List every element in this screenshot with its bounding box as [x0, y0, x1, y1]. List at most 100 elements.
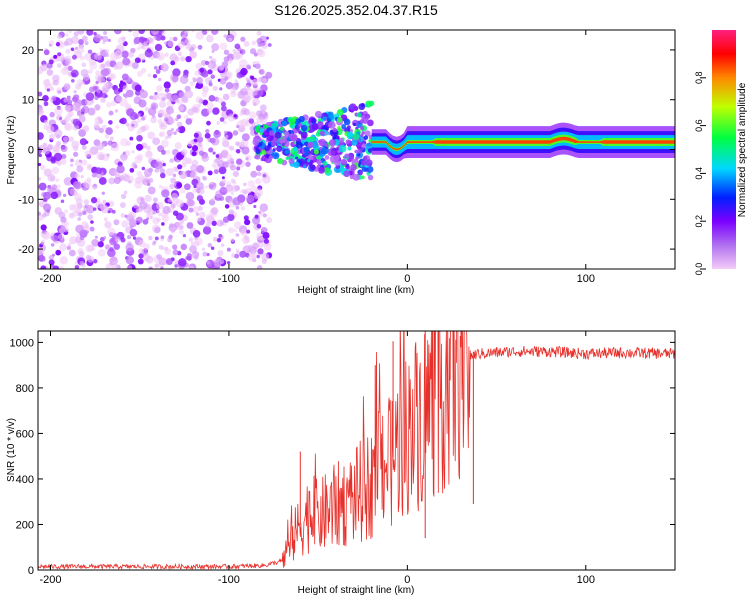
spectrogram-noise-blob — [133, 203, 139, 209]
spectrogram-scatter-blob — [296, 127, 300, 132]
snr-ytick-label: 800 — [16, 383, 34, 395]
spectrogram-noise-blob — [158, 263, 164, 269]
spectrogram-noise-blob — [165, 258, 173, 266]
spectrogram-noise-blob — [62, 118, 68, 124]
spectrogram-noise-blob — [258, 242, 264, 248]
spectrogram-scatter-blob — [298, 123, 303, 128]
spectrogram-noise-blob — [259, 104, 267, 112]
spectrogram-noise-blob — [43, 101, 49, 107]
spectrogram-noise-blob — [146, 150, 153, 158]
spectrogram-noise-blob — [168, 223, 178, 232]
spectrogram-noise-blob — [129, 225, 134, 230]
spectrogram-noise-blob — [194, 70, 201, 77]
snr-ytick-label: 400 — [16, 474, 34, 486]
spectrogram-noise-blob — [43, 49, 50, 56]
spectrogram-noise-blob — [40, 265, 47, 269]
spectrogram-scatter-blob — [252, 138, 260, 146]
spectrogram-noise-blob — [78, 159, 82, 163]
spectrogram-noise-blob — [201, 154, 210, 162]
spectrogram-noise-blob — [213, 158, 219, 164]
spectrogram-noise-blob — [192, 206, 200, 214]
spectrogram-noise-blob — [236, 158, 243, 165]
spectrogram-scatter-blob — [311, 123, 319, 131]
spectrogram-noise-blob — [69, 188, 77, 196]
spectrogram-noise-blob — [121, 73, 129, 81]
spectrogram-noise-blob — [56, 63, 62, 68]
spectrogram-noise-blob — [86, 165, 92, 171]
spectrogram-noise-blob — [211, 198, 215, 202]
spectrogram-noise-blob — [172, 173, 177, 178]
spectrogram-noise-blob — [230, 238, 235, 243]
spectrogram-noise-blob — [129, 228, 138, 237]
spectrogram-noise-blob — [116, 164, 125, 174]
spectrogram-noise-blob — [202, 226, 212, 235]
spectrogram-noise-blob — [76, 79, 83, 86]
spectrogram-noise-blob — [91, 172, 97, 178]
spectrogram-noise-blob — [147, 73, 152, 78]
spectrogram-scatter-blob — [345, 165, 350, 170]
spectrogram-noise-blob — [161, 30, 166, 36]
spectrogram-noise-blob — [149, 95, 154, 100]
spectrogram-noise-blob — [125, 89, 134, 98]
spectrogram-noise-blob — [42, 63, 47, 68]
spectrogram-noise-blob — [38, 132, 44, 140]
spectrogram-noise-blob — [64, 122, 73, 132]
spectrogram-noise-blob — [72, 118, 81, 127]
spectrogram-noise-blob — [206, 120, 211, 126]
spectrogram-noise-blob — [187, 140, 194, 147]
spectrogram-noise-blob — [265, 71, 273, 79]
spectrogram-noise-blob — [150, 116, 157, 124]
spectrogram-noise-blob — [105, 127, 113, 135]
spectrogram-noise-blob — [193, 132, 199, 138]
spectrogram-noise-blob — [107, 248, 116, 258]
spectrogram-noise-blob — [196, 195, 204, 202]
spectrogram-noise-blob — [207, 69, 213, 75]
spectrogram-ytick-label: 20 — [22, 45, 34, 57]
spectrogram-noise-blob — [205, 129, 210, 134]
spectrogram-xtick-label: 100 — [577, 273, 595, 285]
spectrogram-noise-blob — [173, 56, 180, 62]
spectrogram-noise-blob — [232, 180, 237, 185]
spectrogram-noise-blob — [193, 255, 199, 260]
spectrogram-noise-blob — [101, 92, 108, 99]
spectrogram-noise-blob — [174, 141, 182, 150]
spectrogram-noise-blob — [245, 187, 252, 194]
spectrogram-noise-blob — [158, 244, 164, 250]
spectrogram-noise-blob — [241, 236, 250, 244]
spectrogram-noise-blob — [257, 76, 264, 83]
spectrogram-noise-blob — [46, 78, 50, 82]
spectrogram-noise-blob — [128, 30, 133, 33]
spectrogram-noise-blob — [207, 243, 212, 248]
spectrogram-noise-blob — [68, 213, 75, 219]
spectrogram-noise-blob — [261, 252, 270, 261]
spectrogram-noise-blob — [46, 144, 54, 151]
spectrogram-noise-blob — [154, 43, 163, 52]
spectrogram-ytick-label: -20 — [18, 244, 34, 256]
spectrogram-scatter-blob — [261, 149, 267, 155]
spectrogram-noise-blob — [188, 237, 194, 243]
spectrogram-scatter-blob — [285, 156, 289, 160]
spectrogram-scatter-blob — [322, 160, 328, 166]
spectrogram-noise-blob — [69, 204, 76, 211]
spectrogram-noise-blob — [162, 205, 171, 215]
spectrogram-noise-blob — [211, 74, 215, 78]
spectrogram-noise-blob — [69, 236, 78, 245]
spectrogram-noise-blob — [48, 43, 52, 47]
spectrogram-noise-blob — [38, 91, 43, 97]
spectrogram-noise-blob — [103, 30, 108, 35]
spectrogram-noise-blob — [115, 125, 120, 129]
spectrogram-noise-blob — [40, 164, 46, 171]
spectrogram-noise-blob — [135, 143, 143, 151]
spectrogram-noise-blob — [156, 254, 162, 260]
spectrogram-noise-blob — [190, 107, 196, 113]
spectrogram-scatter-blob — [330, 150, 336, 156]
spectrogram-noise-blob — [91, 238, 99, 247]
spectrogram-noise-blob — [235, 149, 241, 154]
spectrogram-noise-blob — [77, 217, 82, 221]
spectrogram-noise-blob — [206, 102, 214, 110]
spectrogram-noise-blob — [155, 158, 160, 163]
spectrogram-noise-blob — [232, 166, 236, 171]
spectrogram-scatter-blob — [344, 153, 350, 159]
spectrogram-noise-blob — [108, 110, 114, 116]
